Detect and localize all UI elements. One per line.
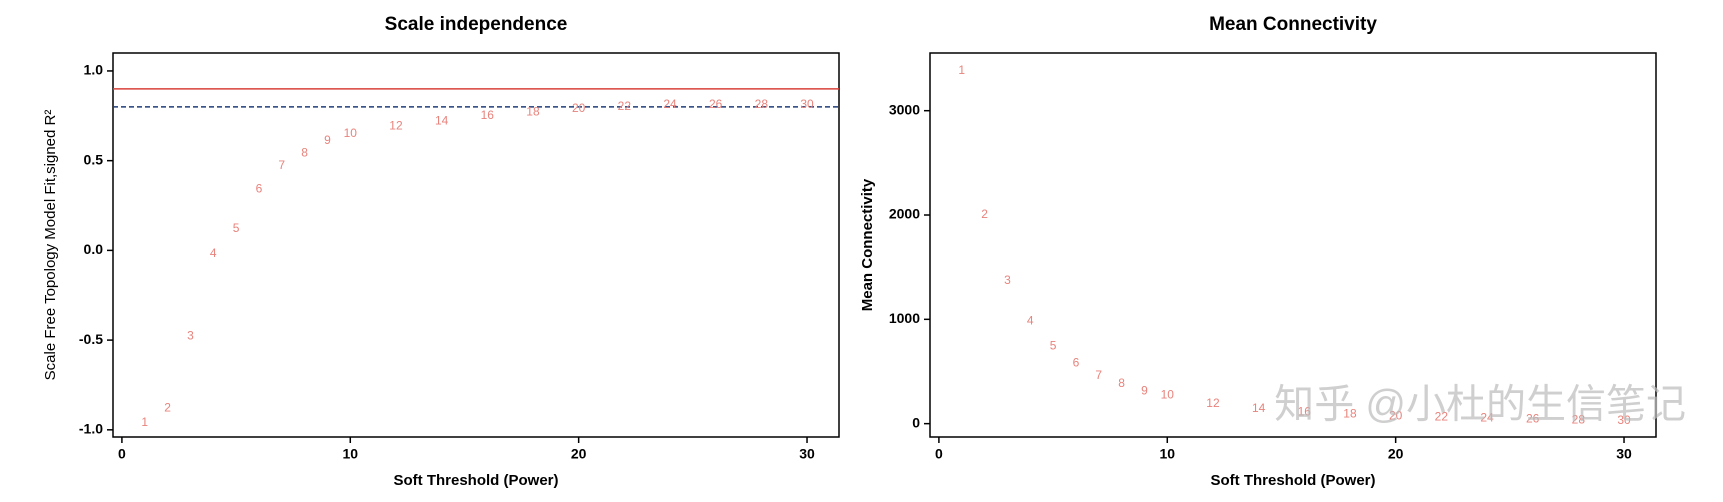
point-label: 6 [1073, 355, 1080, 369]
point-label: 18 [1343, 406, 1357, 420]
x-tick-label: 0 [935, 446, 943, 462]
point-label: 5 [1050, 339, 1057, 353]
y-tick-label: 1.0 [84, 62, 104, 78]
point-label: 22 [618, 99, 632, 113]
chart-title: Mean Connectivity [1209, 14, 1377, 35]
point-label: 18 [526, 104, 540, 118]
point-label: 3 [1004, 273, 1011, 287]
point-label: 7 [1095, 368, 1102, 382]
y-axis-label: Scale Free Topology Model Fit,signed R² [42, 110, 59, 381]
y-tick-label: -1.0 [79, 421, 103, 437]
point-label: 9 [1141, 383, 1148, 397]
point-label: 26 [1526, 412, 1540, 426]
x-tick-label: 30 [1616, 446, 1632, 462]
point-label: 5 [233, 221, 240, 235]
point-label: 24 [1480, 411, 1494, 425]
x-tick-label: 20 [571, 446, 587, 462]
plot-frame [929, 52, 1657, 438]
point-label: 10 [344, 126, 358, 140]
x-tick-label: 30 [799, 446, 815, 462]
x-axis-label: Soft Threshold (Power) [394, 472, 559, 489]
chart-title: Scale independence [385, 14, 568, 35]
point-label: 10 [1161, 388, 1175, 402]
point-label: 14 [1252, 401, 1266, 415]
point-label: 24 [663, 97, 677, 111]
point-label: 3 [187, 329, 194, 343]
point-label: 30 [1617, 413, 1631, 427]
y-axis-label: Mean Connectivity [859, 178, 876, 311]
point-label: 7 [278, 158, 285, 172]
x-axis-label: Soft Threshold (Power) [1211, 472, 1376, 489]
point-label: 9 [324, 133, 331, 147]
point-label: 8 [301, 146, 308, 160]
point-label: 4 [210, 246, 217, 260]
x-tick-label: 20 [1388, 446, 1404, 462]
x-tick-label: 10 [342, 446, 358, 462]
point-label: 26 [709, 97, 723, 111]
point-label: 4 [1027, 314, 1034, 328]
point-label: 1 [958, 63, 965, 77]
point-label: 2 [981, 207, 988, 221]
point-label: 28 [755, 97, 769, 111]
x-tick-label: 0 [118, 446, 126, 462]
y-tick-label: 0.0 [84, 241, 104, 257]
y-tick-label: 2000 [889, 206, 920, 222]
point-label: 8 [1118, 376, 1125, 390]
y-tick-label: 0 [912, 414, 920, 430]
point-label: 6 [256, 182, 263, 196]
point-label: 12 [389, 119, 403, 133]
point-label: 28 [1572, 413, 1586, 427]
point-label: 1 [141, 415, 148, 429]
watermark: 知乎 @小杜的生信笔记 [1274, 383, 1686, 427]
point-label: 16 [481, 108, 495, 122]
y-tick-label: 1000 [889, 310, 920, 326]
x-tick-label: 10 [1159, 446, 1175, 462]
y-tick-label: -0.5 [79, 331, 103, 347]
point-label: 20 [572, 101, 586, 115]
point-label: 16 [1298, 404, 1312, 418]
chart: Mean Connectivity Soft Threshold (Power) M… [859, 14, 1686, 489]
point-label: 12 [1206, 396, 1220, 410]
point-label: 20 [1389, 409, 1403, 423]
y-tick-label: 3000 [889, 101, 920, 117]
y-tick-label: 0.5 [84, 151, 104, 167]
point-label: 30 [800, 97, 814, 111]
point-label: 22 [1435, 410, 1449, 424]
point-label: 2 [164, 400, 171, 414]
plot-frame [112, 52, 840, 438]
chart: Scale independence Soft Threshold (Power)… [42, 14, 840, 489]
point-label: 14 [435, 113, 449, 127]
